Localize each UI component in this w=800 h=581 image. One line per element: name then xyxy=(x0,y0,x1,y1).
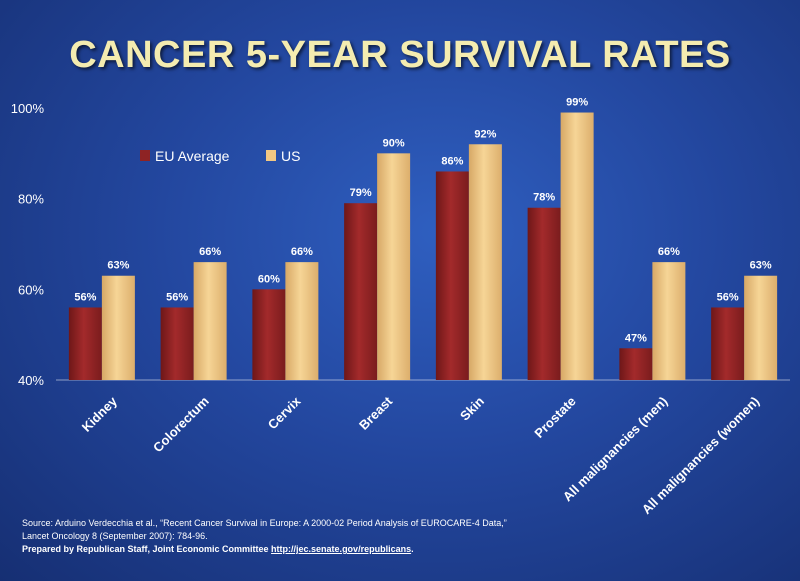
x-tick-label: Kidney xyxy=(79,393,121,435)
source-line-2: Lancet Oncology 8 (September 2007): 784-… xyxy=(22,531,208,541)
data-label-us: 99% xyxy=(566,97,588,109)
x-tick-label: Colorectum xyxy=(150,394,212,456)
bar-eu xyxy=(160,307,194,380)
data-label-us: 66% xyxy=(658,246,680,258)
data-label-eu: 79% xyxy=(350,187,372,199)
x-tick-label: Breast xyxy=(356,393,396,433)
data-label-us: 63% xyxy=(750,260,772,272)
bar-us xyxy=(101,275,135,380)
x-tick-label: Skin xyxy=(457,393,487,423)
data-label-eu: 86% xyxy=(441,155,463,167)
link-suffix: . xyxy=(411,544,414,554)
bar-us xyxy=(285,262,319,380)
x-tick-label: Prostate xyxy=(531,394,578,441)
bar-us xyxy=(468,144,502,380)
legend-swatch xyxy=(266,150,276,161)
legend-label: US xyxy=(281,148,300,164)
prepared-by-text: Prepared by Republican Staff, Joint Econ… xyxy=(22,544,272,554)
data-label-eu: 78% xyxy=(533,192,555,204)
x-tick-label: Cervix xyxy=(265,393,304,432)
data-label-eu: 56% xyxy=(717,291,739,303)
data-label-eu: 56% xyxy=(74,291,96,303)
legend-label: EU Average xyxy=(155,148,230,164)
chart-title: CANCER 5-YEAR SURVIVAL RATES xyxy=(69,34,731,76)
legend-swatch xyxy=(140,150,150,161)
bar-eu xyxy=(527,207,561,380)
bar-eu xyxy=(435,171,469,380)
x-tick-label: All malignancies (men) xyxy=(560,394,671,505)
bar-eu xyxy=(68,307,102,380)
bar-us xyxy=(744,275,778,380)
bar-eu xyxy=(344,203,378,380)
bar-eu xyxy=(252,289,286,380)
bar-us xyxy=(193,262,227,380)
y-tick-label: 80% xyxy=(18,192,44,207)
data-label-us: 63% xyxy=(107,260,129,272)
prepared-by-line: Prepared by Republican Staff, Joint Econ… xyxy=(22,543,782,556)
bar-us xyxy=(652,262,686,380)
data-label-eu: 60% xyxy=(258,273,280,285)
bar-us xyxy=(560,112,594,381)
data-label-us: 66% xyxy=(291,246,313,258)
source-note: Source: Arduino Verdecchia et al., “Rece… xyxy=(22,517,782,556)
data-label-eu: 56% xyxy=(166,291,188,303)
y-tick-label: 100% xyxy=(11,101,45,116)
data-label-us: 92% xyxy=(474,128,496,140)
jec-link[interactable]: http://jec.senate.gov/republicans xyxy=(271,544,412,554)
y-tick-label: 60% xyxy=(18,282,44,297)
data-label-eu: 47% xyxy=(625,332,647,344)
bar-us xyxy=(377,153,411,380)
data-label-us: 66% xyxy=(199,246,221,258)
y-tick-label: 40% xyxy=(18,373,44,388)
bar-eu xyxy=(619,348,653,380)
bar-eu xyxy=(711,307,745,380)
data-label-us: 90% xyxy=(383,137,405,149)
source-line-1: Source: Arduino Verdecchia et al., “Rece… xyxy=(22,518,507,528)
